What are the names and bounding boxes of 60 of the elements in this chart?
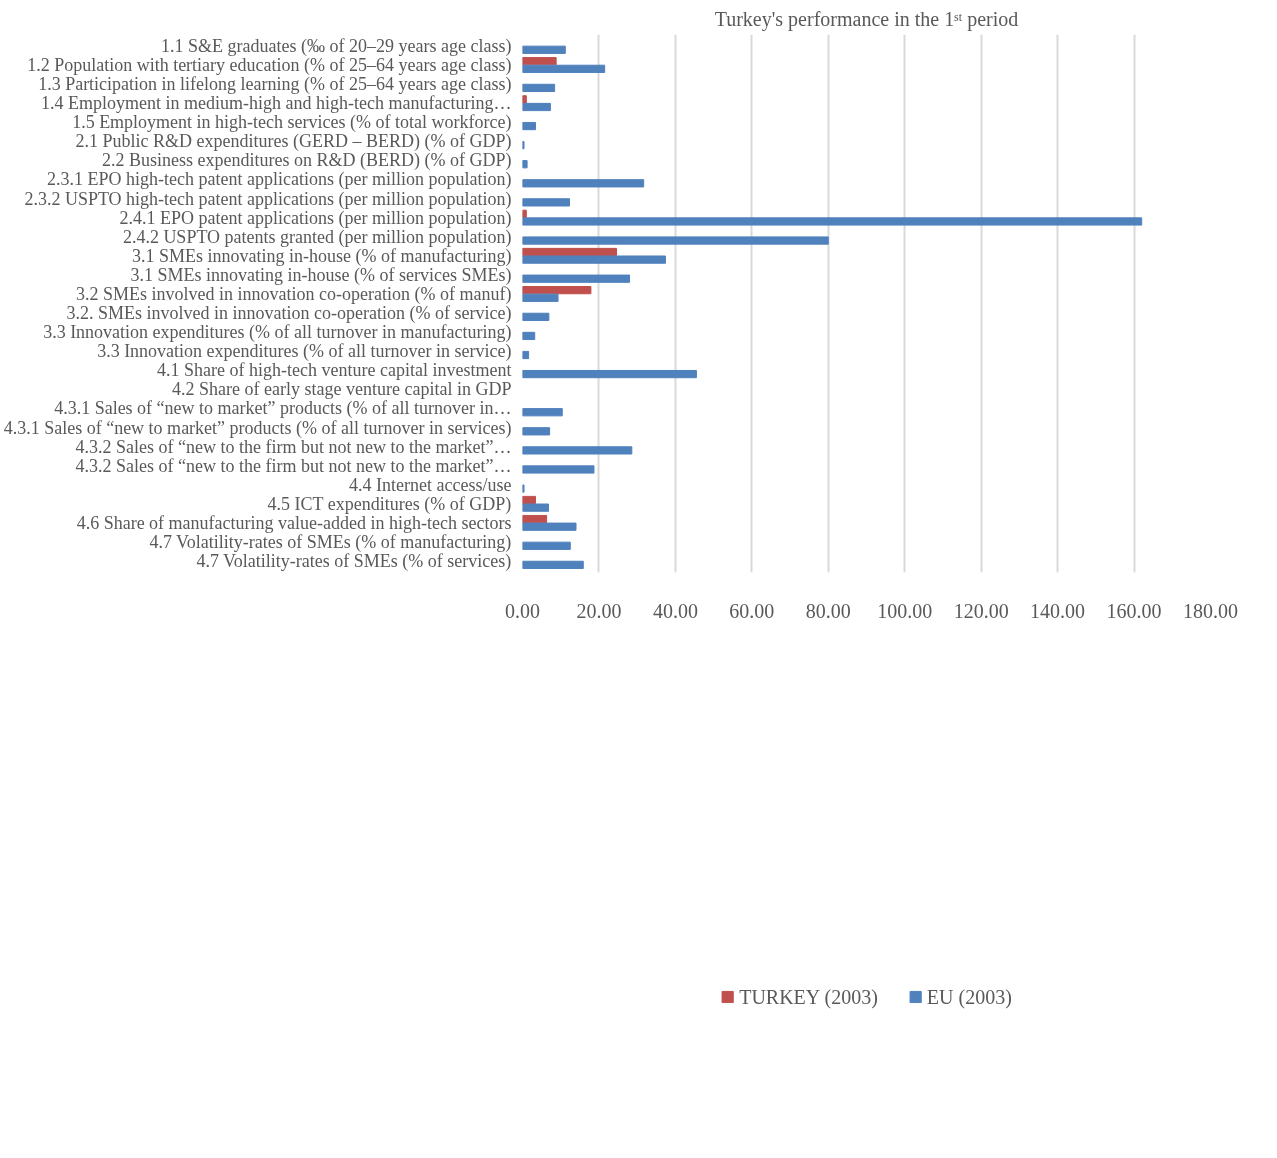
y-tick-label: 1.5 Employment in high-tech services (% of total workforce) bbox=[72, 112, 512, 134]
x-tick-label: 160.00 bbox=[1106, 599, 1162, 622]
bar bbox=[522, 102, 551, 112]
bar bbox=[522, 217, 1143, 226]
y-tick-label: 2.3.2 USPTO high-tech patent applications (per million population) bbox=[24, 188, 512, 210]
bar bbox=[522, 293, 559, 302]
y-tick-label: 4.3.1 Sales of “new to market” products (% of all turnover in services) bbox=[3, 417, 512, 439]
bar bbox=[522, 369, 697, 379]
bar bbox=[522, 160, 528, 169]
y-tick-label: 3.3 Innovation expenditures (% of all turnover in service) bbox=[97, 341, 512, 363]
chart-title: Turkey's performance in the 1ˢᵗ period bbox=[714, 7, 1019, 31]
bar bbox=[522, 83, 556, 93]
bar bbox=[522, 286, 592, 295]
bar bbox=[522, 465, 595, 474]
bar bbox=[522, 503, 549, 512]
y-tick-label: 2.2 Business expenditures on R&D (BERD) (% of GDP) bbox=[102, 150, 512, 172]
bar bbox=[522, 121, 536, 131]
bar bbox=[522, 57, 557, 66]
x-tick-label: 140.00 bbox=[1030, 599, 1086, 622]
x-tick-label: 0.00 bbox=[505, 599, 540, 622]
legend-label: TURKEY (2003) bbox=[739, 985, 878, 1009]
y-tick-label: 4.3.1 Sales of “new to market” products (% of all turnover in… bbox=[54, 398, 512, 420]
bar bbox=[522, 179, 645, 188]
bar bbox=[522, 331, 536, 341]
y-tick-label: 4.2 Share of early stage venture capital in GDP bbox=[172, 379, 512, 400]
x-tick-label: 120.00 bbox=[953, 599, 1009, 622]
legend-label: EU (2003) bbox=[926, 985, 1012, 1009]
y-tick-label: 3.2. SMEs involved in innovation co-operation (% of service) bbox=[66, 303, 512, 325]
bar bbox=[522, 95, 527, 104]
y-tick-label: 1.4 Employment in medium-high and high-tech manufacturing… bbox=[41, 93, 512, 114]
bar bbox=[522, 64, 606, 73]
y-tick-label: 1.1 S&E graduates (‰ of 20–29 years age class) bbox=[161, 35, 512, 57]
y-tick-label: 2.3.1 EPO high-tech patent applications (per million population) bbox=[47, 169, 512, 191]
bar bbox=[522, 560, 584, 569]
y-tick-label: 4.1 Share of high-tech venture capital investment bbox=[157, 360, 512, 381]
bar bbox=[522, 236, 829, 245]
y-tick-label: 4.7 Volatility-rates of SMEs (% of services) bbox=[196, 551, 512, 573]
x-tick-label: 100.00 bbox=[877, 599, 933, 622]
y-tick-label: 4.4 Internet access/use bbox=[349, 474, 512, 495]
bar bbox=[522, 45, 566, 54]
y-tick-label: 1.2 Population with tertiary education (% of 25–64 years age class) bbox=[27, 55, 512, 77]
y-tick-label: 3.3 Innovation expenditures (% of all turnover in manufacturing) bbox=[43, 322, 512, 344]
bar bbox=[522, 427, 551, 436]
x-tick-label: 80.00 bbox=[805, 599, 851, 622]
y-tick-label: 2.1 Public R&D expenditures (GERD – BERD) (% of GDP) bbox=[75, 131, 512, 153]
x-tick-label: 180.00 bbox=[1183, 599, 1238, 622]
x-tick-label: 20.00 bbox=[576, 599, 622, 622]
bar bbox=[522, 274, 631, 283]
x-tick-label: 40.00 bbox=[652, 599, 698, 622]
x-tick-label: 60.00 bbox=[729, 599, 775, 622]
y-tick-label: 4.5 ICT expenditures (% of GDP) bbox=[267, 493, 512, 515]
bar bbox=[522, 541, 571, 550]
bar bbox=[522, 446, 633, 455]
bar bbox=[522, 312, 550, 321]
y-tick-label: 4.3.2 Sales of “new to the firm but not new to the market”… bbox=[75, 455, 512, 476]
y-tick-label: 1.3 Participation in lifelong learning (% of 25–64 years age class) bbox=[38, 74, 512, 96]
bar bbox=[522, 198, 571, 207]
bar bbox=[522, 522, 577, 531]
bar bbox=[522, 408, 563, 417]
bar bbox=[522, 255, 666, 264]
